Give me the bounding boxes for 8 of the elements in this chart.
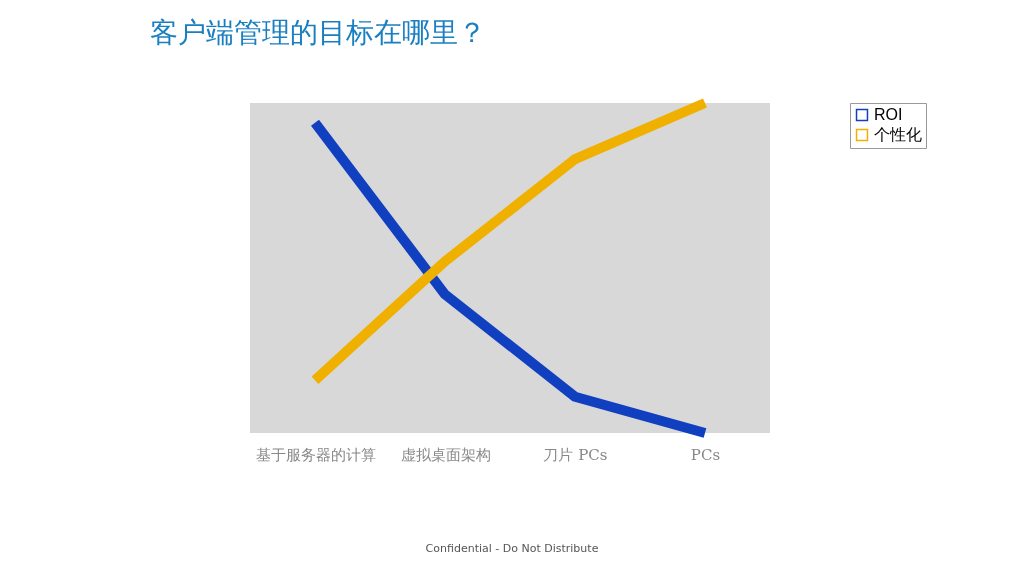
legend-label: 个性化: [874, 126, 922, 143]
chart-title: 客户端管理的目标在哪里？: [150, 16, 486, 49]
x-tick-label: 刀片 PCs: [543, 445, 608, 464]
legend-label: ROI: [874, 106, 903, 123]
x-tick-label: 基于服务器的计算: [255, 445, 376, 464]
x-tick-label: 虚拟桌面架构: [400, 445, 491, 464]
x-tick-label: PCs: [690, 445, 721, 464]
text: Confidential - Do Not Distribute: [424, 542, 600, 555]
